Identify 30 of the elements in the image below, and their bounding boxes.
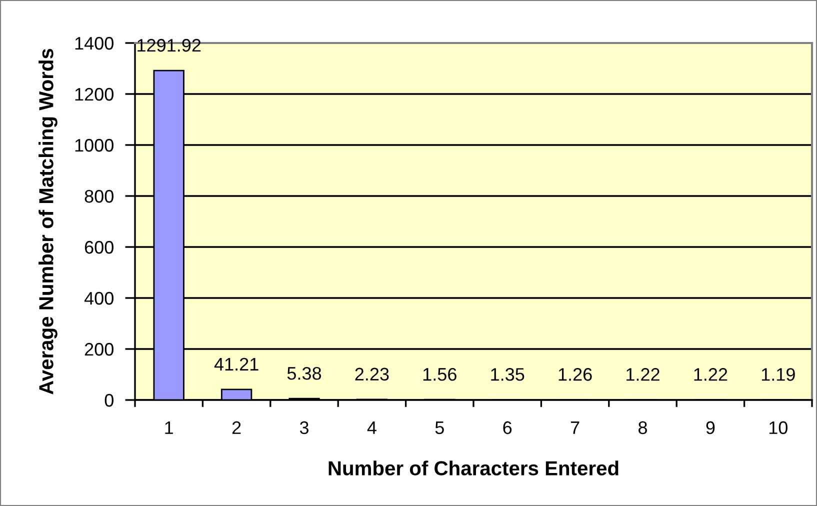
- y-tick-label: 0: [104, 394, 114, 407]
- x-tick-label: 1: [165, 421, 173, 434]
- x-tick-label: 9: [706, 421, 715, 434]
- data-label: 5.38: [287, 366, 322, 380]
- y-tick-label: 1400: [75, 36, 114, 50]
- x-tick-label: 10: [769, 421, 788, 434]
- data-label: 2.23: [355, 368, 389, 381]
- y-tick-label: 800: [84, 190, 114, 203]
- data-label: 1.35: [491, 368, 524, 381]
- x-tick-label: 6: [503, 421, 512, 434]
- y-tick-label: 1000: [75, 138, 114, 152]
- x-tick-label: 5: [435, 421, 444, 434]
- y-tick-label: 600: [84, 240, 114, 254]
- x-tick-label: 2: [232, 421, 241, 434]
- y-tick-label: 200: [84, 342, 114, 356]
- data-label: 1.19: [762, 368, 795, 381]
- y-axis-title: Average Number of Matching Words: [38, 48, 58, 394]
- x-tick-label: 8: [638, 421, 647, 434]
- data-label: 1.22: [626, 368, 660, 381]
- x-tick-label: 7: [570, 421, 580, 434]
- data-label: 1.26: [558, 368, 592, 381]
- data-label: 41.21: [214, 358, 258, 370]
- y-tick-label: 1200: [75, 88, 114, 101]
- data-label: 1291.92: [138, 38, 201, 52]
- x-tick-label: 4: [367, 421, 376, 434]
- x-tick-label: 3: [300, 421, 308, 434]
- data-label: 1.56: [423, 368, 456, 381]
- x-axis-title: Number of Characters Entered: [328, 460, 618, 476]
- data-label: 1.22: [694, 368, 728, 381]
- y-tick-label: 400: [84, 292, 114, 305]
